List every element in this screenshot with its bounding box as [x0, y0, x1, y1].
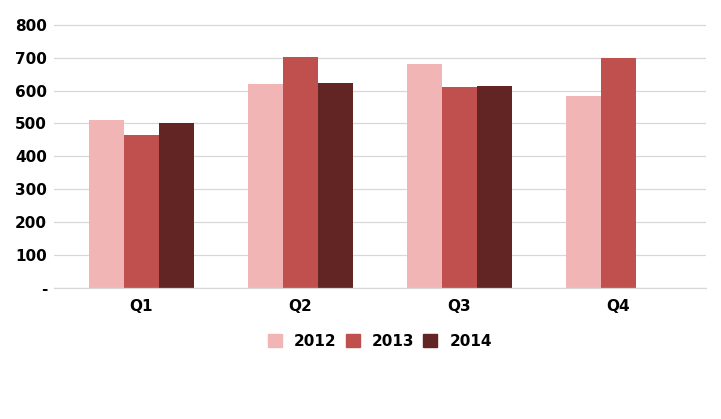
Bar	[566, 96, 601, 288]
Bar	[442, 87, 477, 288]
Bar	[407, 64, 442, 288]
Bar	[318, 83, 353, 288]
Bar	[159, 123, 194, 288]
Bar	[601, 58, 636, 288]
Legend: 2012, 2013, 2014: 2012, 2013, 2014	[260, 326, 500, 357]
Bar	[477, 85, 512, 288]
Bar	[124, 135, 159, 288]
Bar	[89, 120, 124, 288]
Bar	[248, 84, 283, 288]
Bar	[283, 57, 318, 288]
